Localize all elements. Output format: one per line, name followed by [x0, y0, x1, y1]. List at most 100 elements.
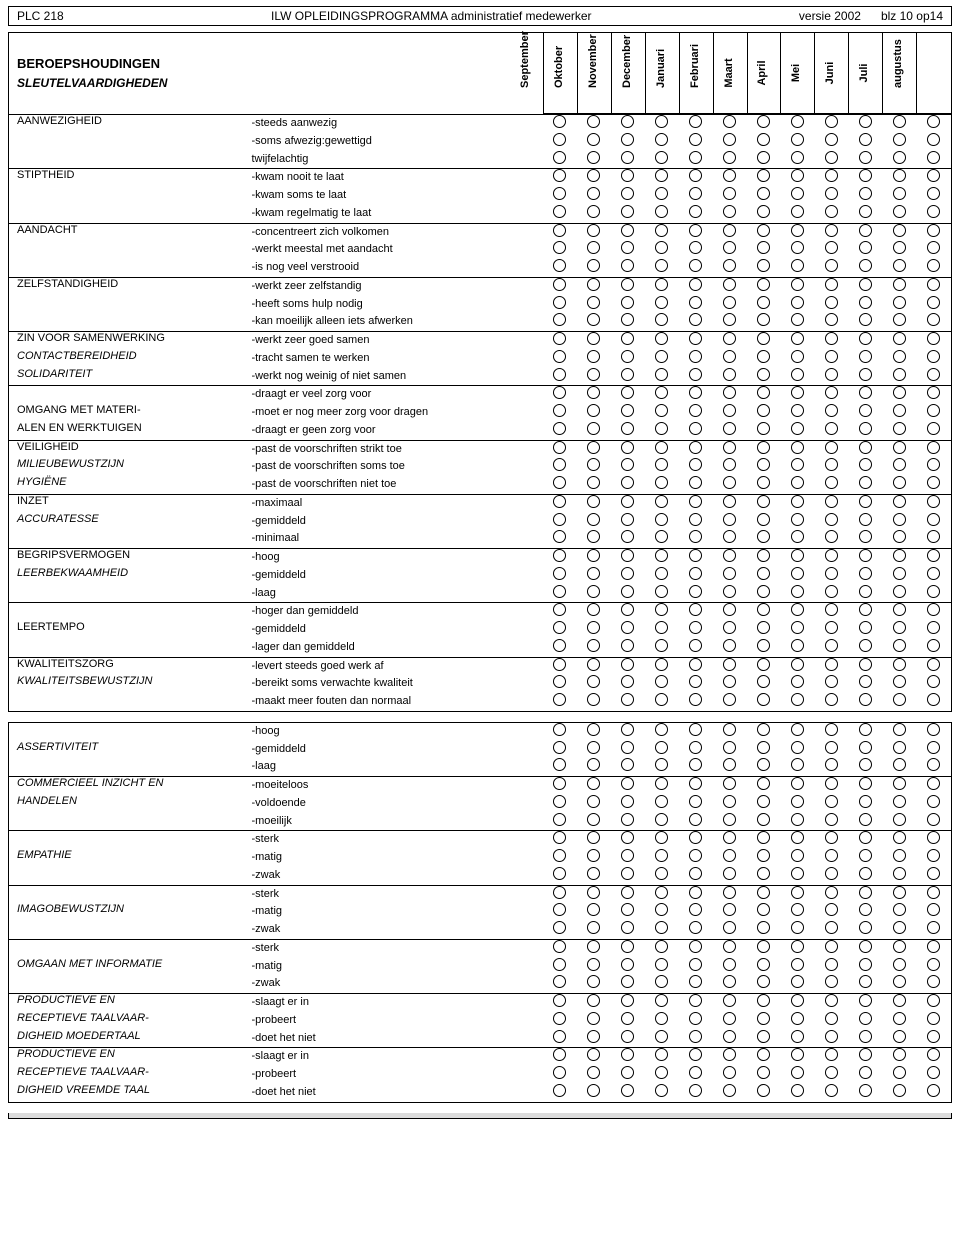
rating-cell[interactable] — [713, 494, 747, 512]
rating-cell[interactable] — [917, 169, 951, 187]
rating-cell[interactable] — [645, 1012, 679, 1030]
rating-cell[interactable] — [679, 115, 713, 133]
rating-cell[interactable] — [543, 530, 577, 548]
rating-cell[interactable] — [679, 133, 713, 151]
rating-cell[interactable] — [747, 151, 781, 169]
rating-cell[interactable] — [747, 675, 781, 693]
rating-cell[interactable] — [679, 277, 713, 295]
rating-cell[interactable] — [611, 549, 645, 567]
rating-cell[interactable] — [917, 296, 951, 314]
rating-cell[interactable] — [679, 903, 713, 921]
rating-cell[interactable] — [611, 115, 645, 133]
rating-cell[interactable] — [577, 115, 611, 133]
rating-cell[interactable] — [577, 975, 611, 993]
rating-cell[interactable] — [645, 133, 679, 151]
rating-cell[interactable] — [543, 741, 577, 759]
rating-cell[interactable] — [781, 1030, 815, 1048]
rating-cell[interactable] — [577, 223, 611, 241]
rating-cell[interactable] — [543, 813, 577, 831]
rating-cell[interactable] — [781, 404, 815, 422]
rating-cell[interactable] — [645, 657, 679, 675]
rating-cell[interactable] — [543, 386, 577, 404]
rating-cell[interactable] — [543, 758, 577, 776]
rating-cell[interactable] — [577, 530, 611, 548]
rating-cell[interactable] — [679, 585, 713, 603]
rating-cell[interactable] — [747, 603, 781, 621]
rating-cell[interactable] — [611, 621, 645, 639]
rating-cell[interactable] — [917, 639, 951, 657]
rating-cell[interactable] — [747, 758, 781, 776]
rating-cell[interactable] — [645, 296, 679, 314]
rating-cell[interactable] — [815, 849, 849, 867]
rating-cell[interactable] — [917, 693, 951, 711]
rating-cell[interactable] — [883, 903, 917, 921]
rating-cell[interactable] — [577, 169, 611, 187]
rating-cell[interactable] — [679, 458, 713, 476]
rating-cell[interactable] — [781, 368, 815, 386]
rating-cell[interactable] — [645, 603, 679, 621]
rating-cell[interactable] — [781, 603, 815, 621]
rating-cell[interactable] — [917, 313, 951, 331]
rating-cell[interactable] — [849, 903, 883, 921]
rating-cell[interactable] — [883, 795, 917, 813]
rating-cell[interactable] — [543, 885, 577, 903]
rating-cell[interactable] — [781, 758, 815, 776]
rating-cell[interactable] — [815, 1048, 849, 1066]
rating-cell[interactable] — [713, 795, 747, 813]
rating-cell[interactable] — [645, 939, 679, 957]
rating-cell[interactable] — [781, 903, 815, 921]
rating-cell[interactable] — [883, 639, 917, 657]
rating-cell[interactable] — [713, 921, 747, 939]
rating-cell[interactable] — [543, 1012, 577, 1030]
rating-cell[interactable] — [645, 1030, 679, 1048]
rating-cell[interactable] — [577, 603, 611, 621]
rating-cell[interactable] — [543, 777, 577, 795]
rating-cell[interactable] — [713, 693, 747, 711]
rating-cell[interactable] — [883, 494, 917, 512]
rating-cell[interactable] — [849, 1084, 883, 1102]
rating-cell[interactable] — [713, 603, 747, 621]
rating-cell[interactable] — [883, 440, 917, 458]
rating-cell[interactable] — [611, 404, 645, 422]
rating-cell[interactable] — [747, 903, 781, 921]
rating-cell[interactable] — [577, 133, 611, 151]
rating-cell[interactable] — [713, 1012, 747, 1030]
rating-cell[interactable] — [883, 741, 917, 759]
rating-cell[interactable] — [917, 440, 951, 458]
rating-cell[interactable] — [917, 567, 951, 585]
rating-cell[interactable] — [543, 494, 577, 512]
rating-cell[interactable] — [679, 939, 713, 957]
rating-cell[interactable] — [577, 241, 611, 259]
rating-cell[interactable] — [781, 494, 815, 512]
rating-cell[interactable] — [679, 494, 713, 512]
rating-cell[interactable] — [747, 693, 781, 711]
rating-cell[interactable] — [543, 1048, 577, 1066]
rating-cell[interactable] — [577, 958, 611, 976]
rating-cell[interactable] — [815, 903, 849, 921]
rating-cell[interactable] — [747, 223, 781, 241]
rating-cell[interactable] — [679, 723, 713, 741]
rating-cell[interactable] — [815, 151, 849, 169]
rating-cell[interactable] — [781, 277, 815, 295]
rating-cell[interactable] — [543, 549, 577, 567]
rating-cell[interactable] — [747, 867, 781, 885]
rating-cell[interactable] — [645, 187, 679, 205]
rating-cell[interactable] — [611, 313, 645, 331]
rating-cell[interactable] — [849, 758, 883, 776]
rating-cell[interactable] — [815, 1012, 849, 1030]
rating-cell[interactable] — [849, 939, 883, 957]
rating-cell[interactable] — [577, 1012, 611, 1030]
rating-cell[interactable] — [849, 259, 883, 277]
rating-cell[interactable] — [815, 777, 849, 795]
rating-cell[interactable] — [645, 422, 679, 440]
rating-cell[interactable] — [849, 831, 883, 849]
rating-cell[interactable] — [645, 693, 679, 711]
rating-cell[interactable] — [849, 723, 883, 741]
rating-cell[interactable] — [645, 1048, 679, 1066]
rating-cell[interactable] — [645, 549, 679, 567]
rating-cell[interactable] — [611, 975, 645, 993]
rating-cell[interactable] — [815, 885, 849, 903]
rating-cell[interactable] — [917, 621, 951, 639]
rating-cell[interactable] — [849, 975, 883, 993]
rating-cell[interactable] — [883, 133, 917, 151]
